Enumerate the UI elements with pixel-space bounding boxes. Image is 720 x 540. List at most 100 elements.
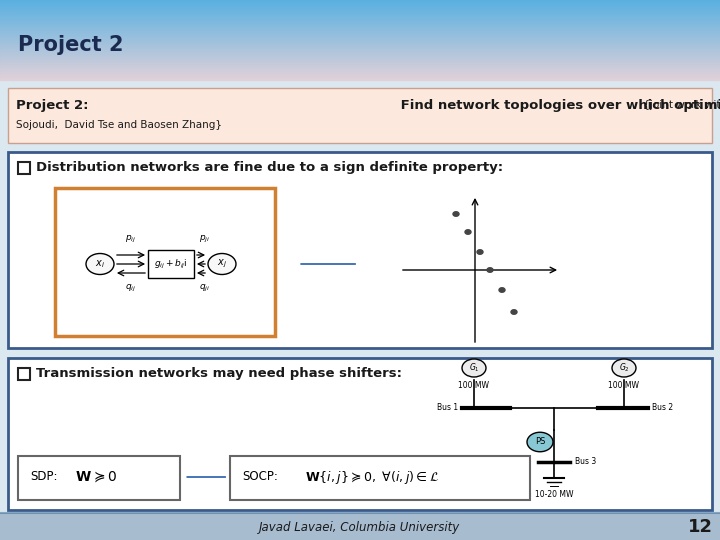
FancyBboxPatch shape (230, 456, 530, 500)
Text: Bus 3: Bus 3 (575, 457, 596, 467)
Circle shape (465, 230, 471, 234)
Bar (0, 47, 720, 48)
Text: 100 MW: 100 MW (608, 381, 639, 390)
Text: PS: PS (535, 437, 545, 447)
Bar (0, 36, 720, 37)
Bar (0, 35, 720, 36)
Text: $p_{ij}$: $p_{ij}$ (125, 234, 137, 245)
Bar (0, 66, 720, 67)
Bar (0, 61, 720, 62)
Bar (0, 8, 720, 9)
Bar (0, 19, 720, 20)
FancyBboxPatch shape (18, 456, 180, 500)
Bar (0, 80, 720, 540)
Bar (0, 2, 720, 3)
Circle shape (511, 310, 517, 314)
Bar (0, 44, 720, 45)
Bar (0, 21, 720, 22)
FancyBboxPatch shape (8, 358, 712, 510)
Text: 100 MW: 100 MW (459, 381, 490, 390)
Bar (0, 46, 720, 47)
Bar (0, 33, 720, 34)
Bar (0, 11, 720, 12)
Bar (0, 29, 720, 30)
Bar (0, 5, 720, 6)
Bar (0, 45, 720, 46)
Text: Transmission networks may need phase shifters:: Transmission networks may need phase shi… (36, 368, 402, 381)
Bar (0, 80, 720, 540)
Bar (0, 513, 720, 540)
Circle shape (612, 359, 636, 377)
Text: $q_{ji}$: $q_{ji}$ (199, 283, 210, 294)
Bar (0, 4, 720, 5)
Bar (0, 22, 720, 23)
Bar (0, 27, 720, 28)
Bar (0, 49, 720, 50)
Text: $p_{ji}$: $p_{ji}$ (199, 234, 211, 245)
Bar (0, 69, 720, 70)
FancyBboxPatch shape (8, 88, 712, 143)
Circle shape (527, 432, 553, 452)
Circle shape (487, 268, 493, 272)
FancyBboxPatch shape (18, 162, 30, 174)
Circle shape (499, 288, 505, 292)
Text: Project 2:: Project 2: (16, 98, 89, 111)
Text: Bus 2: Bus 2 (652, 403, 673, 413)
Bar (0, 78, 720, 79)
Bar (0, 26, 720, 27)
Bar (0, 43, 720, 44)
Bar (0, 65, 720, 66)
Bar (0, 15, 720, 16)
Bar (0, 51, 720, 52)
Bar (0, 24, 720, 25)
Bar (0, 37, 720, 38)
Bar (0, 58, 720, 59)
Bar (0, 64, 720, 65)
Bar (0, 13, 720, 14)
Text: SOCP:: SOCP: (242, 470, 278, 483)
Bar (0, 48, 720, 49)
Bar (0, 30, 720, 31)
Bar (0, 20, 720, 21)
Circle shape (208, 253, 236, 274)
Bar (0, 32, 720, 33)
Text: $G_2$: $G_2$ (618, 362, 629, 374)
Bar (0, 28, 720, 29)
Bar (0, 39, 720, 40)
Bar (0, 62, 720, 63)
Circle shape (477, 249, 483, 254)
Bar (0, 77, 720, 78)
Bar (0, 68, 720, 69)
Bar (0, 23, 720, 24)
Bar (0, 63, 720, 64)
Bar (0, 17, 720, 18)
Bar (0, 1, 720, 2)
Bar (0, 67, 720, 68)
Bar (0, 72, 720, 73)
Bar (0, 40, 720, 41)
Bar (0, 42, 720, 43)
FancyBboxPatch shape (8, 152, 712, 348)
Text: $\mathbf{W}\{i,j\} \succeq 0, \ \forall(i,j) \in \mathcal{L}$: $\mathbf{W}\{i,j\} \succeq 0, \ \forall(… (305, 469, 439, 485)
Bar (0, 16, 720, 17)
Bar (0, 38, 720, 39)
Circle shape (86, 253, 114, 274)
Text: Distribution networks are fine due to a sign definite property:: Distribution networks are fine due to a … (36, 161, 503, 174)
Text: Find network topologies over which optimization is easy?: Find network topologies over which optim… (396, 98, 720, 111)
Bar (0, 56, 720, 57)
Bar (0, 54, 720, 55)
Bar (0, 6, 720, 7)
Bar (0, 70, 720, 71)
Bar (0, 57, 720, 58)
Circle shape (462, 359, 486, 377)
Bar (0, 75, 720, 76)
Text: $g_{ij}+b_{ij}$i: $g_{ij}+b_{ij}$i (154, 258, 188, 271)
Text: Project 2: Project 2 (18, 35, 124, 55)
Bar (0, 34, 720, 35)
Text: Sojoudi,  David Tse and Baosen Zhang}: Sojoudi, David Tse and Baosen Zhang} (16, 120, 222, 130)
Text: Javad Lavaei, Columbia University: Javad Lavaei, Columbia University (259, 521, 461, 534)
Text: Bus 1: Bus 1 (437, 403, 458, 413)
Text: $G_1$: $G_1$ (469, 362, 480, 374)
Bar (0, 7, 720, 8)
FancyBboxPatch shape (148, 250, 194, 278)
